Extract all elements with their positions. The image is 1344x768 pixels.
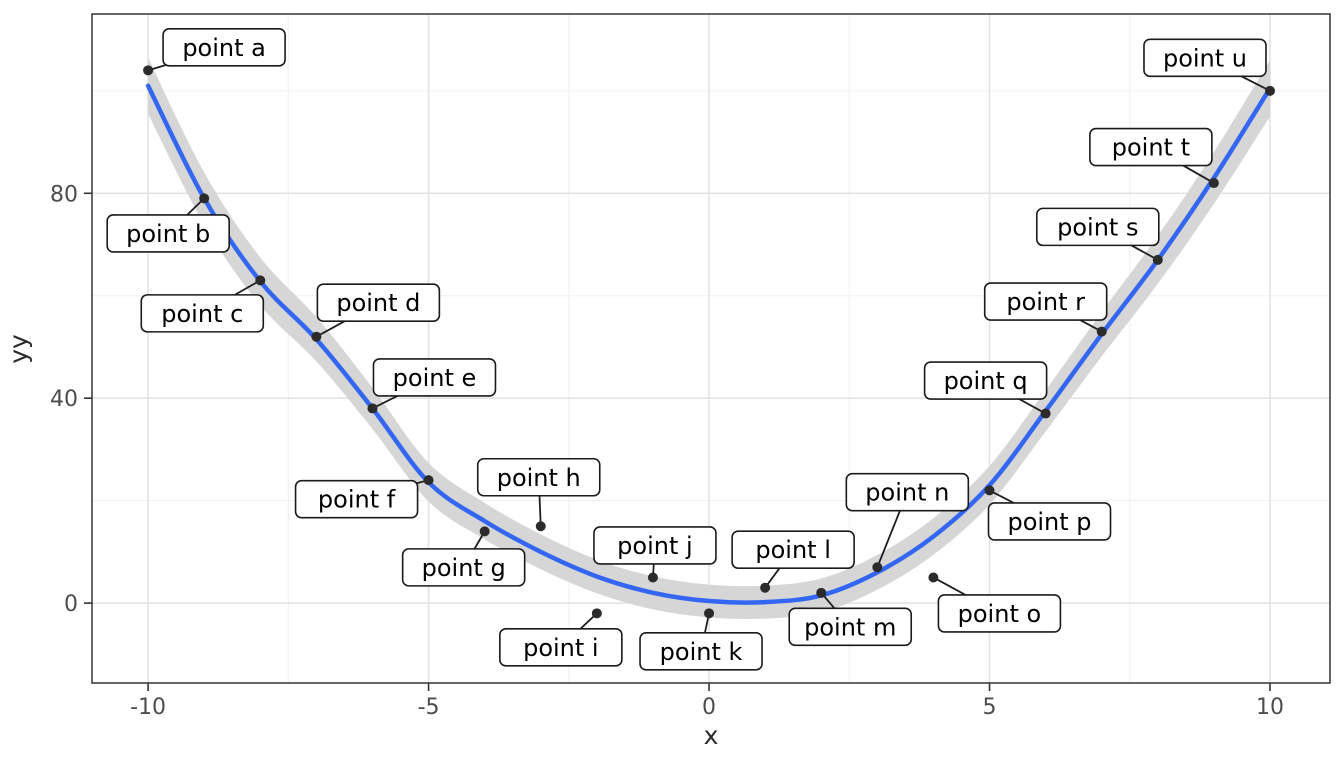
point-label-box: [923, 361, 1048, 400]
point-label: point o: [958, 600, 1042, 628]
point-label-box: [788, 607, 913, 647]
data-point: [647, 572, 658, 583]
data-point: [535, 521, 546, 532]
y-tick-label: 0: [64, 592, 78, 617]
data-point: [760, 582, 771, 593]
point-label-box: [106, 214, 230, 253]
point-label: point f: [318, 486, 396, 514]
point-label-box: [372, 358, 497, 397]
point-label-box: [140, 294, 265, 333]
point-label: point j: [617, 532, 693, 560]
point-label: point q: [944, 367, 1028, 395]
data-point: [816, 587, 827, 598]
panel-border-layer: [91, 13, 1331, 684]
point-label: point k: [660, 638, 743, 666]
x-axis-title: x: [704, 721, 719, 750]
y-tick-label: 40: [50, 387, 78, 412]
y-axis: 0 40 80: [50, 182, 92, 617]
data-point: [928, 572, 939, 583]
point-label: point i: [523, 634, 599, 662]
point-label-box: [593, 526, 717, 565]
point-label: point g: [422, 554, 506, 582]
x-axis: -10 -5 0 5 10: [130, 683, 1284, 720]
point-label: point l: [755, 536, 831, 564]
point-label-box: [1035, 207, 1160, 247]
point-label-box: [937, 594, 1062, 633]
point-label: point h: [497, 464, 581, 492]
point-label-box: [639, 632, 763, 671]
point-label-box: [499, 628, 623, 667]
point-label: point c: [161, 300, 243, 328]
panel-background: [92, 14, 1330, 683]
y-tick-label: 80: [50, 182, 78, 207]
x-tick-label: -5: [418, 695, 440, 720]
data-point: [143, 65, 154, 76]
data-point: [872, 562, 883, 573]
point-label: point p: [1007, 508, 1091, 536]
point-label-box: [476, 457, 601, 497]
y-axis-title: yy: [4, 334, 33, 364]
data-point: [1096, 326, 1107, 337]
panel-border: [91, 13, 1331, 684]
point-label-box: [845, 472, 970, 512]
data-point: [367, 403, 378, 414]
point-label-box: [731, 530, 855, 570]
point-label-box: [316, 283, 441, 323]
point-label: point n: [865, 479, 949, 507]
chart-root: point a point b point c point d point e point…: [50, 13, 1331, 720]
point-label-box: [162, 28, 286, 67]
point-label: point a: [182, 34, 266, 62]
data-point: [1040, 408, 1051, 419]
point-label: point u: [1163, 44, 1247, 72]
data-point: [704, 608, 715, 619]
x-tick-label: 10: [1256, 695, 1284, 720]
data-point: [311, 331, 322, 342]
data-point: [1152, 254, 1163, 265]
point-label: point t: [1112, 134, 1190, 162]
point-label-box: [987, 502, 1112, 541]
point-label: point d: [336, 289, 420, 317]
point-label: point b: [126, 220, 210, 248]
point-label-box: [1143, 38, 1267, 78]
point-label: point s: [1057, 213, 1138, 241]
data-point: [199, 193, 210, 204]
point-label-box: [1089, 127, 1213, 167]
data-point: [984, 485, 995, 496]
point-label-box: [983, 282, 1108, 321]
data-point: [1264, 85, 1275, 96]
data-point: [255, 275, 266, 286]
point-label: point e: [393, 364, 477, 392]
data-points: [143, 65, 1275, 619]
x-tick-label: 5: [983, 695, 997, 720]
x-tick-label: -10: [130, 695, 166, 720]
point-label-box: [294, 479, 419, 519]
point-labels: point a point b point c point d point e point…: [106, 28, 1267, 671]
data-point: [1208, 178, 1219, 189]
data-point: [591, 608, 602, 619]
data-point: [423, 475, 434, 486]
data-point: [479, 526, 490, 537]
point-label: point m: [804, 613, 896, 641]
point-label: point r: [1006, 288, 1085, 316]
point-label-box: [401, 548, 526, 587]
x-tick-label: 0: [702, 695, 716, 720]
